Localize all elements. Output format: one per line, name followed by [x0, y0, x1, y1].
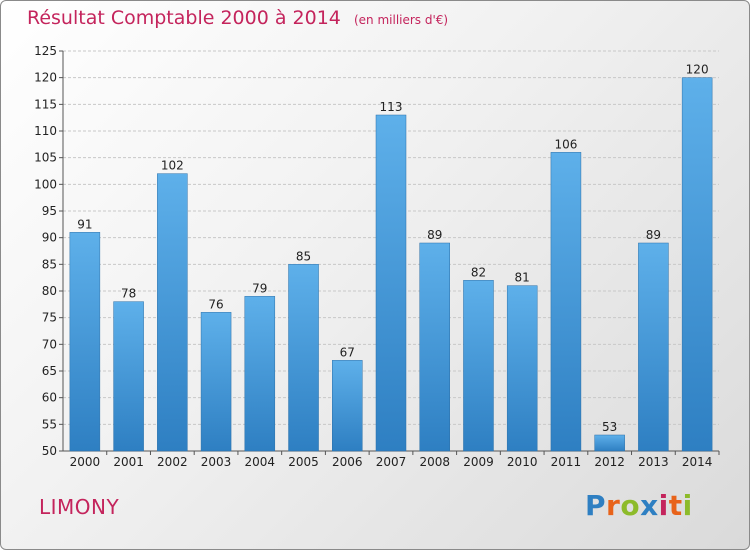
logo-letter: i [658, 489, 669, 522]
bar-2012 [594, 434, 625, 452]
x-tick-label: 2001 [113, 455, 144, 469]
bar-2009 [463, 280, 494, 452]
x-tick-label: 2002 [157, 455, 188, 469]
y-tick-label: 60 [42, 391, 57, 405]
value-label-2012: 53 [602, 420, 617, 434]
x-tick-label: 2012 [594, 455, 625, 469]
x-tick-label: 2013 [638, 455, 669, 469]
logo-letter: o [620, 489, 641, 522]
y-tick-label: 125 [34, 44, 57, 58]
x-tick-label: 2003 [201, 455, 232, 469]
value-label-2014: 120 [686, 63, 709, 77]
value-label-2003: 76 [208, 297, 223, 311]
bar-2013 [638, 242, 669, 452]
value-label-2009: 82 [471, 265, 486, 279]
bar-2001 [113, 301, 144, 452]
bar-2002 [157, 173, 188, 452]
y-tick-label: 70 [42, 337, 57, 351]
bars [69, 77, 713, 452]
y-tick-label: 55 [42, 417, 57, 431]
value-label-2011: 106 [554, 137, 577, 151]
value-label-2000: 91 [77, 217, 92, 231]
y-tick-label: 110 [34, 124, 57, 138]
x-tick-label: 2010 [507, 455, 538, 469]
title-row: Résultat Comptable 2000 à 2014 (en milli… [27, 7, 448, 29]
y-tick-label: 95 [42, 204, 57, 218]
bar-2004 [244, 296, 276, 452]
x-tick-label: 2007 [376, 455, 407, 469]
value-label-2004: 79 [252, 281, 267, 295]
proxiti-logo: Proxiti [585, 489, 693, 522]
y-tick-label: 105 [34, 151, 57, 165]
bar-2005 [288, 264, 319, 452]
logo-letter: P [585, 489, 607, 522]
x-tick-label: 2008 [419, 455, 450, 469]
x-tick-label: 2000 [70, 455, 101, 469]
logo-letter: x [640, 489, 659, 522]
logo-letter: i [682, 489, 693, 522]
bar-2008 [419, 242, 450, 452]
bar-2007 [375, 114, 407, 452]
y-tick-label: 65 [42, 364, 57, 378]
y-tick-label: 50 [42, 444, 57, 458]
x-tick-label: 2006 [332, 455, 363, 469]
x-tick-label: 2011 [551, 455, 582, 469]
chart-unit: (en milliers d'€) [353, 13, 449, 27]
commune-name: LIMONY [39, 495, 120, 519]
y-tick-label: 100 [34, 177, 57, 191]
grid-lines [63, 50, 719, 452]
labels: 50 55 60 65 70 75 80 85 90 95 100 105 110 115 120 125 20… [34, 44, 712, 469]
y-tick-label: 80 [42, 284, 57, 298]
value-label-2010: 81 [515, 271, 530, 285]
value-label-2013: 89 [646, 228, 661, 242]
y-tick-label: 75 [42, 311, 57, 325]
x-tick-label: 2009 [463, 455, 494, 469]
value-label-2002: 102 [161, 159, 184, 173]
x-tick-label: 2014 [682, 455, 713, 469]
bar-2003 [200, 312, 232, 452]
bar-2014 [681, 77, 713, 452]
value-label-2005: 85 [296, 249, 311, 263]
chart-title: Résultat Comptable 2000 à 2014 [27, 7, 341, 29]
y-tick-label: 85 [42, 257, 57, 271]
value-label-2007: 113 [380, 100, 403, 114]
bar-2006 [332, 360, 363, 452]
value-label-2006: 67 [340, 345, 355, 359]
value-label-2001: 78 [121, 287, 136, 301]
bar-2000 [69, 232, 101, 452]
y-tick-label: 120 [34, 71, 57, 85]
bar-2011 [550, 152, 582, 452]
logo-letter: t [668, 489, 683, 522]
x-tick-label: 2004 [245, 455, 276, 469]
bar-2010 [506, 285, 538, 452]
y-tick-label: 115 [34, 97, 57, 111]
x-tick-label: 2005 [288, 455, 319, 469]
value-label-2008: 89 [427, 228, 442, 242]
y-tick-label: 90 [42, 231, 57, 245]
logo-letter: r [606, 489, 621, 522]
